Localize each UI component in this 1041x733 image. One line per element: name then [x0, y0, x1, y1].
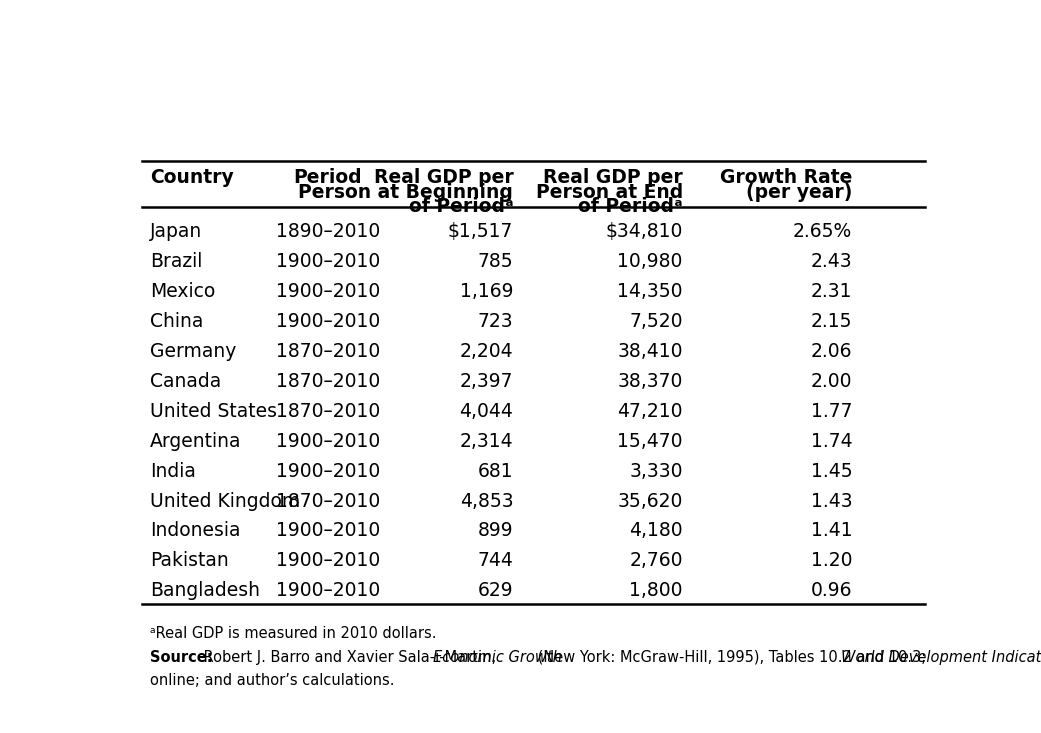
- Text: 1.20: 1.20: [811, 551, 853, 570]
- Text: 2,397: 2,397: [460, 372, 513, 391]
- Text: 2.65%: 2.65%: [793, 222, 853, 241]
- Text: Economic Growth: Economic Growth: [433, 649, 561, 665]
- Text: Canada: Canada: [150, 372, 222, 391]
- Text: (New York: McGraw-Hill, 1995), Tables 10.2 and 10.3;: (New York: McGraw-Hill, 1995), Tables 10…: [533, 649, 931, 665]
- Text: Robert J. Barro and Xavier Sala-i-Martin,: Robert J. Barro and Xavier Sala-i-Martin…: [199, 649, 501, 665]
- Text: online; and author’s calculations.: online; and author’s calculations.: [150, 673, 395, 688]
- Text: 2.15: 2.15: [811, 312, 853, 331]
- Text: Period: Period: [294, 168, 362, 187]
- Text: of Periodᵃ: of Periodᵃ: [409, 197, 513, 216]
- Text: 2.00: 2.00: [811, 372, 853, 391]
- Text: 1.45: 1.45: [811, 462, 853, 481]
- Text: Person at Beginning: Person at Beginning: [299, 183, 513, 202]
- Text: of Periodᵃ: of Periodᵃ: [578, 197, 683, 216]
- Text: 1870–2010: 1870–2010: [276, 492, 380, 510]
- Text: Country: Country: [150, 168, 234, 187]
- Text: 1900–2010: 1900–2010: [276, 462, 380, 481]
- Text: 1870–2010: 1870–2010: [276, 402, 380, 421]
- Text: 785: 785: [478, 252, 513, 271]
- Text: 14,350: 14,350: [617, 282, 683, 301]
- Text: 1900–2010: 1900–2010: [276, 282, 380, 301]
- Text: 2.31: 2.31: [811, 282, 853, 301]
- Text: Real GDP per: Real GDP per: [543, 168, 683, 187]
- Text: 1870–2010: 1870–2010: [276, 372, 380, 391]
- Text: 1900–2010: 1900–2010: [276, 312, 380, 331]
- Text: 4,853: 4,853: [460, 492, 513, 510]
- Text: 1870–2010: 1870–2010: [276, 342, 380, 361]
- Text: 744: 744: [478, 551, 513, 570]
- Text: 0.96: 0.96: [811, 581, 853, 600]
- Text: 1900–2010: 1900–2010: [276, 581, 380, 600]
- Text: 2,204: 2,204: [460, 342, 513, 361]
- Text: Germany: Germany: [150, 342, 236, 361]
- Text: United States: United States: [150, 402, 277, 421]
- Text: Mexico: Mexico: [150, 282, 215, 301]
- Text: United Kingdom: United Kingdom: [150, 492, 301, 510]
- Text: 47,210: 47,210: [617, 402, 683, 421]
- Text: ᵃReal GDP is measured in 2010 dollars.: ᵃReal GDP is measured in 2010 dollars.: [150, 626, 437, 641]
- Text: Growth Rate: Growth Rate: [719, 168, 853, 187]
- Text: 723: 723: [478, 312, 513, 331]
- Text: 38,370: 38,370: [617, 372, 683, 391]
- Text: Source:: Source:: [150, 649, 213, 665]
- Text: 3,330: 3,330: [629, 462, 683, 481]
- Text: 1.77: 1.77: [811, 402, 853, 421]
- Text: Person at End: Person at End: [535, 183, 683, 202]
- Text: $1,517: $1,517: [448, 222, 513, 241]
- Text: 7,520: 7,520: [629, 312, 683, 331]
- Text: 2.43: 2.43: [811, 252, 853, 271]
- Text: 2,760: 2,760: [629, 551, 683, 570]
- Text: World Development Indicators: World Development Indicators: [841, 649, 1041, 665]
- Text: Japan: Japan: [150, 222, 203, 241]
- Text: 1900–2010: 1900–2010: [276, 551, 380, 570]
- Text: Real GDP per: Real GDP per: [374, 168, 513, 187]
- Text: 629: 629: [478, 581, 513, 600]
- Text: China: China: [150, 312, 204, 331]
- Text: 4,180: 4,180: [629, 521, 683, 540]
- Text: 2,314: 2,314: [460, 432, 513, 451]
- Text: 1,169: 1,169: [460, 282, 513, 301]
- Text: 10,980: 10,980: [617, 252, 683, 271]
- Text: $34,810: $34,810: [606, 222, 683, 241]
- Text: 38,410: 38,410: [617, 342, 683, 361]
- Text: 899: 899: [478, 521, 513, 540]
- Text: Bangladesh: Bangladesh: [150, 581, 260, 600]
- Text: India: India: [150, 462, 196, 481]
- Text: Indonesia: Indonesia: [150, 521, 240, 540]
- Text: Pakistan: Pakistan: [150, 551, 229, 570]
- Text: 15,470: 15,470: [617, 432, 683, 451]
- Text: (per year): (per year): [745, 183, 853, 202]
- Text: Argentina: Argentina: [150, 432, 242, 451]
- Text: Brazil: Brazil: [150, 252, 203, 271]
- Text: 1900–2010: 1900–2010: [276, 432, 380, 451]
- Text: 35,620: 35,620: [617, 492, 683, 510]
- Text: 681: 681: [478, 462, 513, 481]
- Text: 1.74: 1.74: [811, 432, 853, 451]
- Text: 1890–2010: 1890–2010: [276, 222, 380, 241]
- Text: 1.41: 1.41: [811, 521, 853, 540]
- Text: 1900–2010: 1900–2010: [276, 521, 380, 540]
- Text: 1900–2010: 1900–2010: [276, 252, 380, 271]
- Text: 1.43: 1.43: [811, 492, 853, 510]
- Text: 2.06: 2.06: [811, 342, 853, 361]
- Text: 1,800: 1,800: [629, 581, 683, 600]
- Text: 4,044: 4,044: [459, 402, 513, 421]
